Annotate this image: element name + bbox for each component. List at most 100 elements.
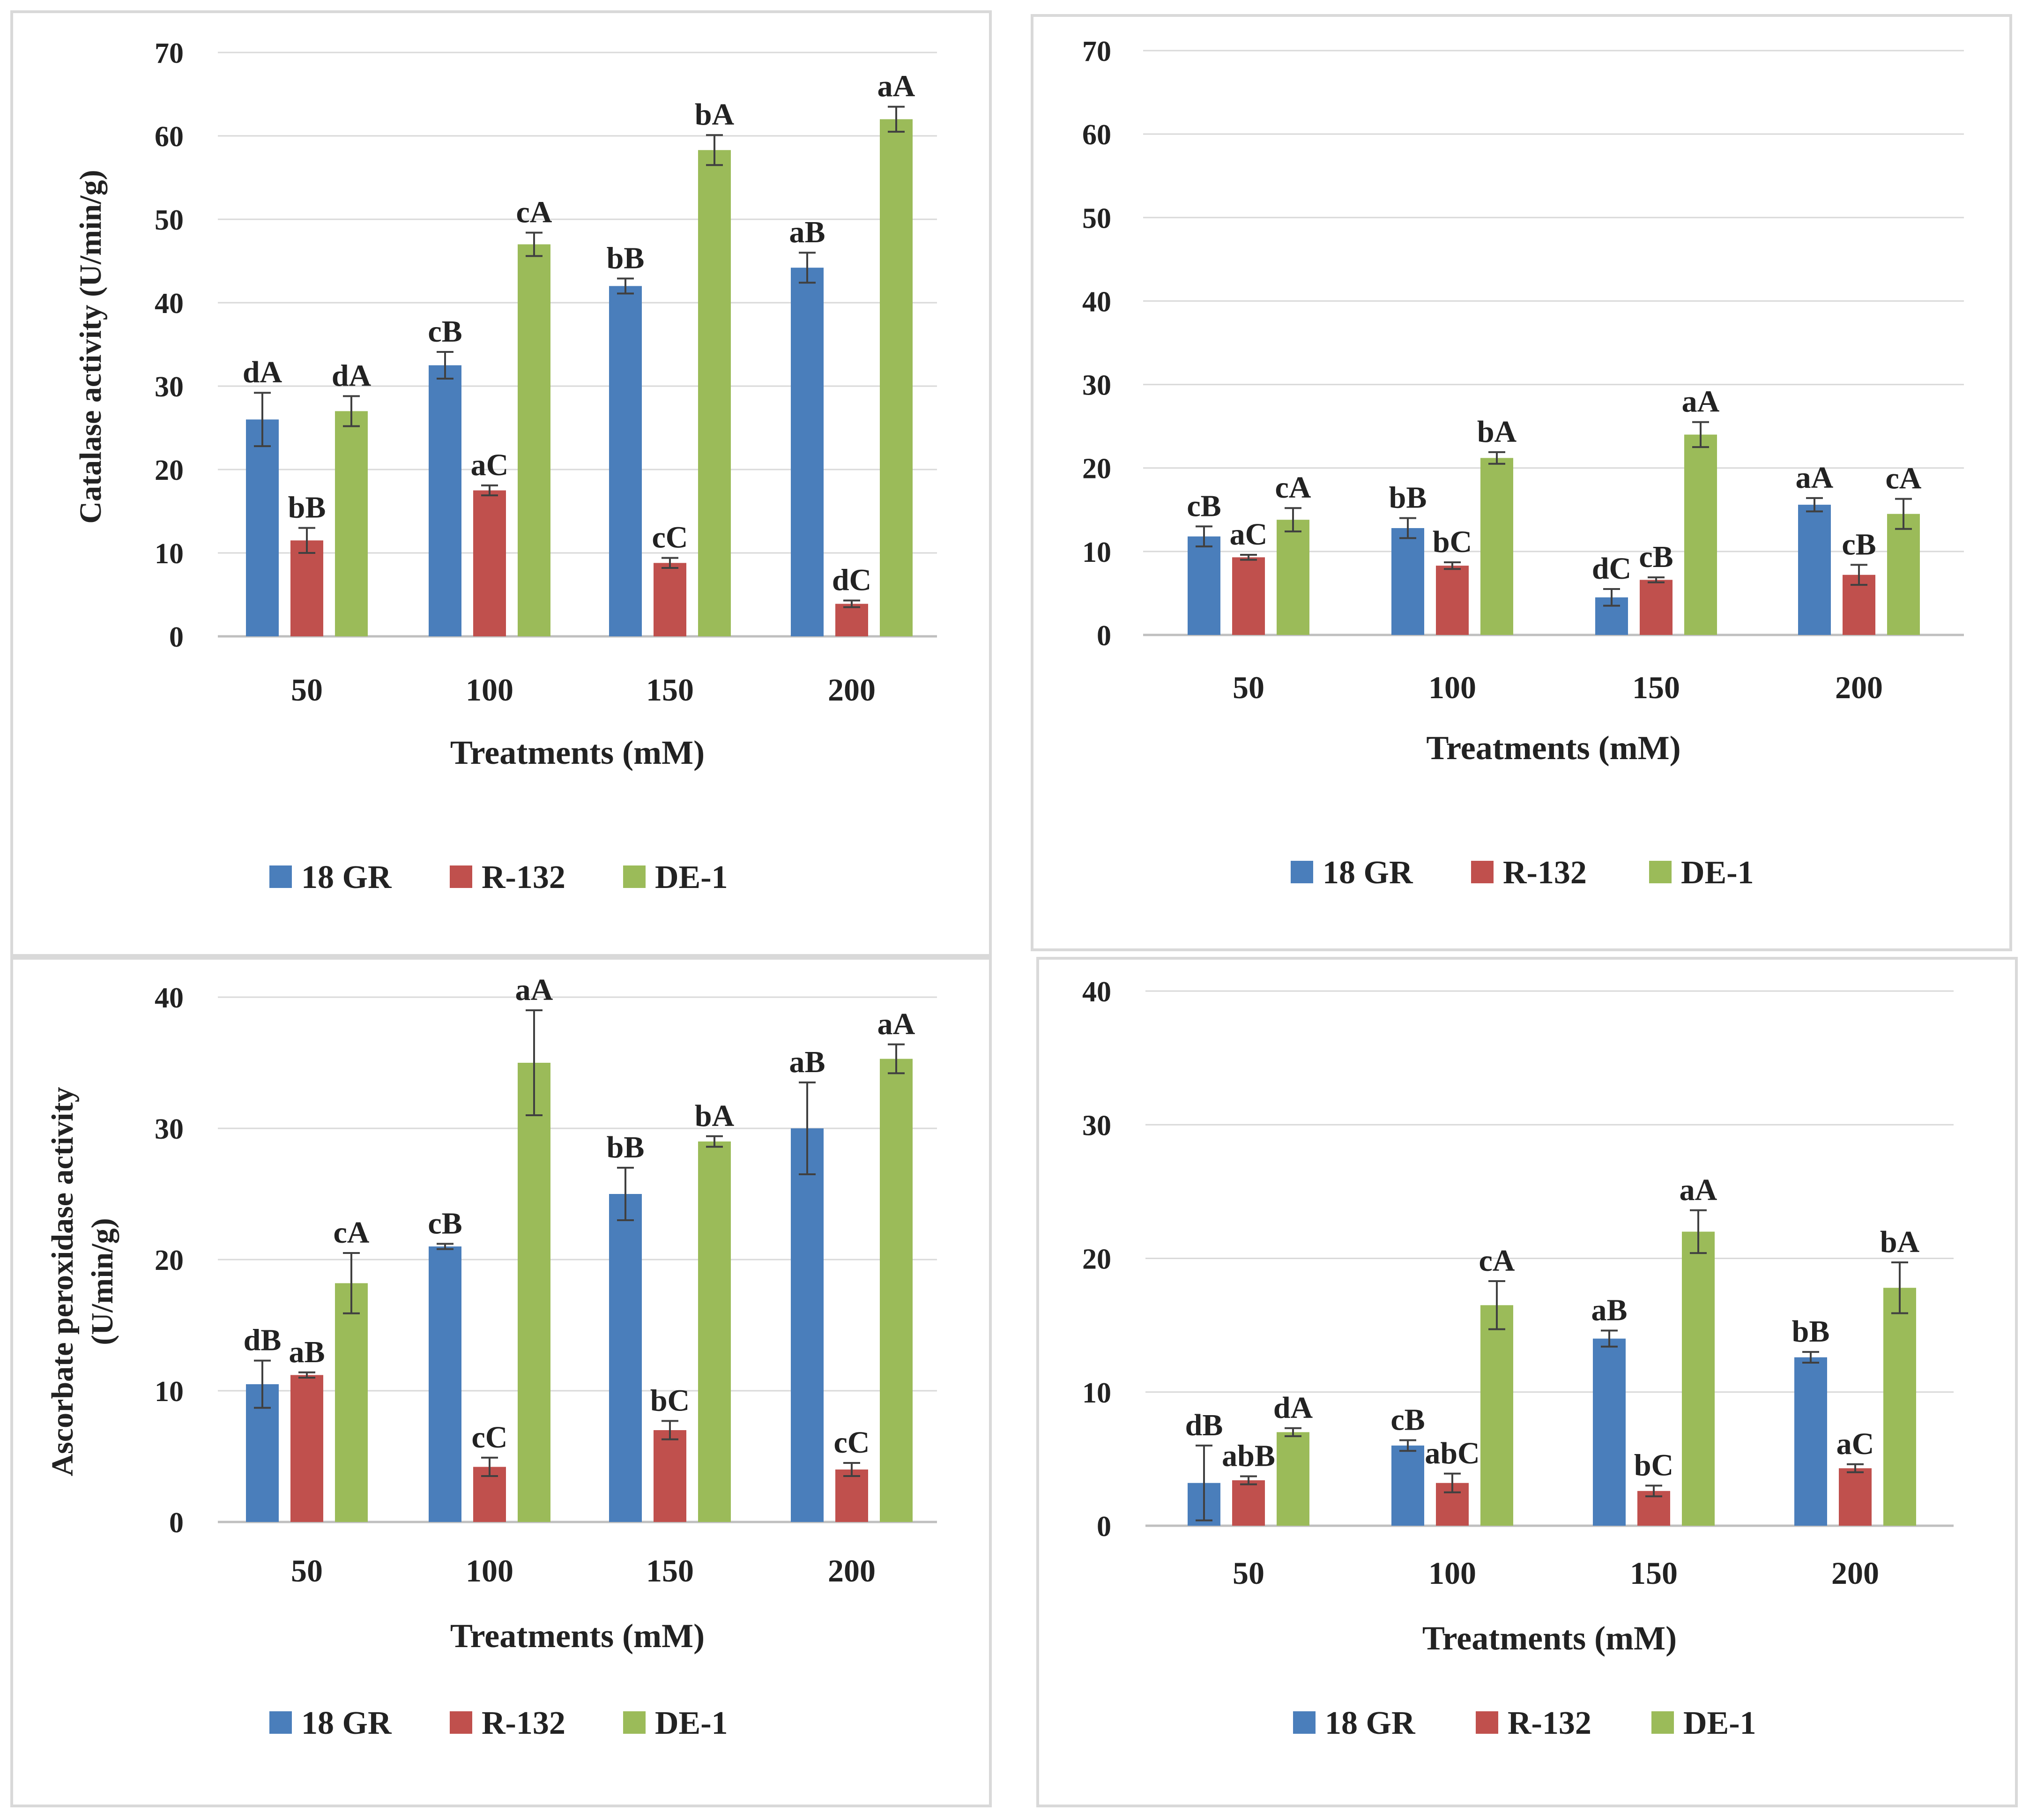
- legend-label: DE-1: [1681, 855, 1754, 891]
- x-tick-label: 150: [1630, 1555, 1678, 1591]
- legend-label: 18 GR: [1323, 855, 1413, 891]
- bar: [1277, 1432, 1309, 1526]
- legend-swatch: [623, 1711, 646, 1734]
- x-axis-title: Treatments (mM): [1422, 1619, 1677, 1657]
- panel-apx-right: [1036, 957, 2018, 1807]
- x-tick-label: 200: [1835, 670, 1883, 705]
- significance-letter: cA: [1275, 470, 1311, 505]
- bar: [1232, 1480, 1265, 1526]
- legend-swatch: [1293, 1711, 1316, 1734]
- legend-label: R-132: [482, 1705, 565, 1741]
- significance-letter: cB: [1639, 540, 1673, 574]
- significance-letter: cB: [428, 314, 462, 349]
- x-tick-label: 50: [1233, 1555, 1264, 1591]
- bar: [1391, 528, 1424, 635]
- significance-letter: bB: [607, 241, 645, 275]
- y-tick-label: 70: [1082, 36, 1111, 67]
- bar: [835, 604, 868, 636]
- x-tick-label: 150: [646, 1553, 694, 1589]
- bar: [698, 1141, 731, 1522]
- significance-letter: dC: [1592, 552, 1631, 586]
- legend-swatch: [450, 1711, 472, 1734]
- y-tick-label: 10: [155, 1376, 184, 1408]
- significance-letter: bB: [1389, 481, 1427, 515]
- significance-letter: cB: [1842, 527, 1876, 561]
- bar: [1593, 1338, 1626, 1526]
- bar: [1883, 1288, 1916, 1526]
- y-tick-label: 40: [1082, 286, 1111, 318]
- significance-letter: abC: [1425, 1436, 1479, 1470]
- bar: [880, 1059, 913, 1522]
- significance-letter: bA: [1880, 1225, 1920, 1259]
- bar: [429, 365, 461, 636]
- legend-swatch: [269, 865, 292, 888]
- significance-letter: cA: [516, 195, 552, 229]
- legend-swatch: [1471, 861, 1494, 883]
- legend-label: R-132: [1508, 1705, 1591, 1741]
- y-tick-label: 0: [169, 1507, 184, 1539]
- significance-letter: aB: [789, 1045, 825, 1079]
- x-tick-label: 100: [1428, 1555, 1476, 1591]
- significance-letter: aB: [789, 215, 825, 249]
- bar: [654, 1430, 686, 1522]
- legend-label: 18 GR: [1325, 1705, 1416, 1741]
- x-tick-label: 200: [828, 672, 876, 708]
- significance-letter: cA: [1886, 462, 1922, 496]
- bar: [518, 244, 550, 636]
- x-axis-title: Treatments (mM): [450, 734, 705, 771]
- significance-letter: bB: [1792, 1314, 1830, 1349]
- y-tick-label: 40: [155, 982, 184, 1014]
- bar: [609, 1194, 642, 1522]
- x-tick-label: 50: [291, 672, 323, 708]
- legend-swatch: [623, 865, 646, 888]
- significance-letter: dA: [243, 355, 282, 389]
- significance-letter: bB: [607, 1130, 645, 1164]
- bar: [1480, 1305, 1513, 1526]
- y-tick-label: 20: [155, 455, 184, 486]
- x-tick-label: 50: [1233, 670, 1264, 705]
- x-tick-label: 100: [466, 672, 513, 708]
- bar: [335, 411, 368, 636]
- bar: [1684, 434, 1717, 635]
- y-tick-label: 10: [1082, 537, 1111, 568]
- y-tick-label: 60: [1082, 119, 1111, 151]
- bar: [1887, 514, 1920, 635]
- y-tick-label: 10: [155, 538, 184, 570]
- y-tick-label: 0: [1097, 620, 1111, 652]
- y-tick-label: 20: [1082, 1244, 1111, 1275]
- significance-letter: bA: [1477, 415, 1517, 449]
- significance-letter: cB: [1187, 489, 1221, 523]
- legend-swatch: [450, 865, 472, 888]
- significance-letter: aA: [515, 973, 553, 1007]
- bar: [791, 1128, 824, 1522]
- significance-letter: aB: [289, 1335, 325, 1369]
- y-tick-label: 50: [1082, 202, 1111, 234]
- legend-swatch: [1651, 1711, 1674, 1734]
- bar: [1798, 505, 1831, 635]
- x-tick-label: 50: [291, 1553, 323, 1589]
- legend-swatch: [1476, 1711, 1498, 1734]
- y-tick-label: 30: [155, 371, 184, 403]
- x-tick-label: 100: [1428, 670, 1476, 705]
- panel-apx-left: [10, 957, 992, 1807]
- significance-letter: aC: [1230, 517, 1268, 552]
- x-tick-label: 150: [1632, 670, 1680, 705]
- y-axis-title: Catalase activity (U/min/g): [74, 170, 108, 523]
- bar: [1188, 536, 1220, 635]
- y-axis-title: Ascorbate peroxidase activity: [45, 1087, 80, 1477]
- y-tick-label: 30: [155, 1113, 184, 1145]
- significance-letter: dC: [832, 563, 871, 597]
- panel-catalase-left: [10, 10, 992, 957]
- bar: [1277, 520, 1309, 635]
- y-tick-label: 0: [1097, 1511, 1111, 1543]
- significance-letter: bC: [650, 1383, 690, 1417]
- significance-letter: aC: [1836, 1427, 1874, 1461]
- bar: [473, 490, 506, 636]
- bar: [246, 419, 279, 636]
- significance-letter: cC: [652, 521, 688, 555]
- y-tick-label: 10: [1082, 1377, 1111, 1409]
- bar: [1794, 1357, 1827, 1526]
- x-tick-label: 100: [466, 1553, 513, 1589]
- y-tick-label: 20: [155, 1245, 184, 1276]
